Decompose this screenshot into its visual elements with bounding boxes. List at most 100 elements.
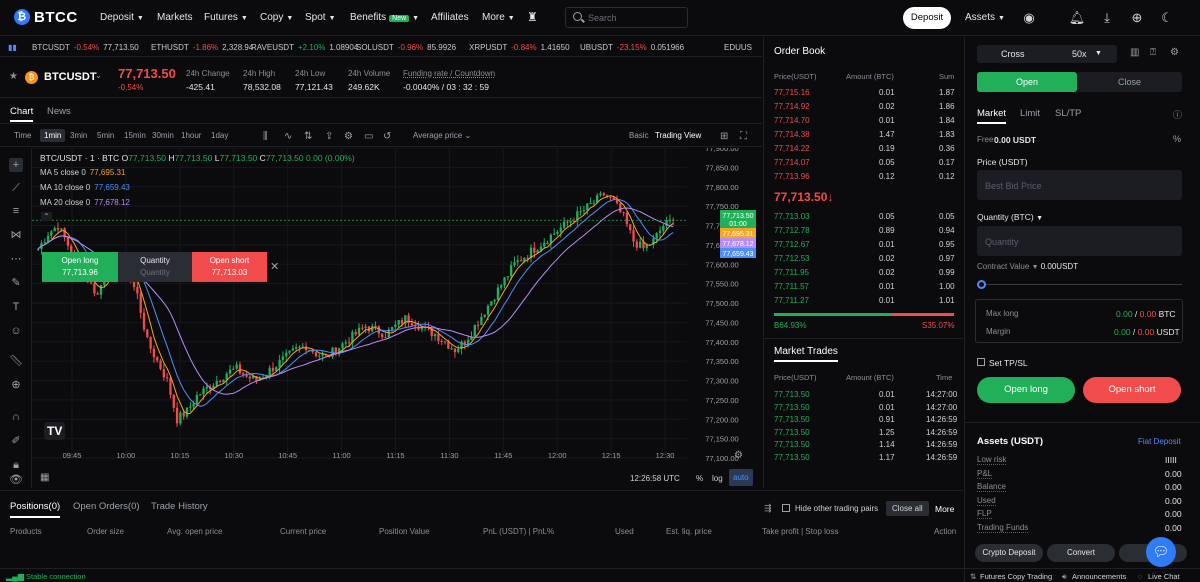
tab-chart[interactable]: Chart [10,106,34,122]
tab-open-orders[interactable]: Open Orders(0) [73,501,140,512]
calculator-icon[interactable]: ▥ [1130,47,1140,58]
search-input[interactable]: Search [565,7,688,28]
set-tpsl-checkbox[interactable] [977,358,985,366]
scale-auto[interactable]: auto [729,469,753,486]
ask-row[interactable]: 77,713.96 0.12 0.12 [774,172,955,181]
ask-row[interactable]: 77,714.07 0.05 0.17 [774,158,955,167]
nav-deposit[interactable]: Deposit ▼ [100,12,144,23]
nav-assets[interactable]: Assets ▼ [965,12,1005,23]
globe-icon[interactable]: ⊕ [1131,10,1143,25]
lock-drawing-icon[interactable]: ✐ [11,435,21,447]
open-long-button[interactable]: Open long [977,377,1075,403]
brush-icon[interactable]: ✎ [11,277,21,289]
margin-leverage-selector[interactable]: Cross 50x ▼ [977,45,1117,63]
settings-icon[interactable]: ⚙ [344,131,353,142]
ticker-item[interactable]: EDUUS [724,43,753,52]
zoom-icon[interactable]: ⊕ [11,379,21,391]
reset-icon[interactable]: ↺ [383,131,392,142]
calendar-icon[interactable]: ▦ [40,472,50,483]
ask-row[interactable]: 77,714.70 0.01 1.84 [774,116,955,125]
chevron-down-icon[interactable]: ⌄ [95,71,102,80]
btcc-logo[interactable]: ₿ BTCC [14,9,78,26]
share-icon[interactable]: ⇪ [325,131,334,142]
live-chat-link[interactable]: Live Chat [1148,572,1180,581]
view-trading-view[interactable]: Trading View [655,131,702,140]
eye-icon[interactable]: 👁︎ [9,474,23,486]
price-chart[interactable]: 77,900.00 77,850.00 77,800.00 77,750.00 77,7… [32,144,762,488]
screenshot-icon[interactable]: ▭ [364,131,374,142]
quantity-slider[interactable] [977,284,1182,285]
ask-row[interactable]: 77,714.92 0.02 1.86 [774,102,955,111]
bid-row[interactable]: 77,711.27 0.01 1.01 [774,296,955,305]
user-icon[interactable]: ◉ [1023,10,1035,25]
pitchfork-icon[interactable]: ⋈ [10,229,22,241]
ticker-item[interactable]: XRPUSDT -0.84% 1.41650 [469,43,570,52]
more-button[interactable]: More [935,504,955,514]
interval-30min[interactable]: 30min [152,131,174,140]
ask-row[interactable]: 77,714.22 0.19 0.36 [774,144,955,153]
quantity-input[interactable]: Quantity [977,226,1182,256]
order-type-sltp[interactable]: SL/TP [1055,108,1082,119]
quick-open-long[interactable]: Open long 77,713.96 [42,252,118,282]
magnet-icon[interactable]: ∩ [12,411,20,423]
star-icon[interactable]: ★ [9,71,18,82]
layout-icon[interactable]: ⊞ [720,131,729,142]
tab-trade-history[interactable]: Trade History [151,501,208,512]
nav-affiliates[interactable]: Affiliates [431,12,469,23]
info-icon[interactable]: ⓘ [1173,110,1183,120]
scale-percent[interactable]: % [696,474,704,483]
quick-open-short[interactable]: Open short 77,713.03 [192,252,267,282]
collapse-legend-icon[interactable]: ⌃ [41,212,52,221]
gift-icon[interactable]: ♜ [527,10,538,24]
slider-handle[interactable] [977,280,986,289]
hlines-icon[interactable]: ≡ [12,205,20,217]
interval-1min[interactable]: 1min [40,129,66,142]
ask-row[interactable]: 77,714.38 1.47 1.83 [774,130,955,139]
nav-copy[interactable]: Copy ▼ [260,12,294,23]
price-input[interactable]: Best Bid Price [977,170,1182,200]
fib-icon[interactable]: ⋯ [10,253,22,265]
interval-3min[interactable]: 3min [70,131,88,140]
hide-other-pairs-checkbox[interactable] [782,504,790,512]
indicator-icon[interactable]: ∿ [284,131,293,142]
help-icon[interactable]: ⍰ [1150,47,1156,58]
close-tab[interactable]: Close [1077,72,1182,92]
download-icon[interactable]: ⤓ [1104,10,1110,25]
ticker-item[interactable]: RAVEUSDT +2.10% 1.08904 [251,43,359,52]
ticker-item[interactable]: BTCUSDT -0.54% 77,713.50 [32,43,139,52]
nav-futures[interactable]: Futures ▼ [204,12,248,23]
bid-row[interactable]: 77,711.57 0.01 1.00 [774,282,955,291]
fiat-deposit-link[interactable]: Fiat Deposit [1138,437,1181,446]
nav-benefits[interactable]: Benefits New ▼ [350,12,420,23]
ticker-item[interactable]: ETHUSDT -1.86% 2,328.94 [151,43,254,52]
symbol-name[interactable]: BTCUSDT [44,71,97,83]
interval-15min[interactable]: 15min [124,131,146,140]
candlestick-chart[interactable]: 77,900.00 77,850.00 77,800.00 77,750.00 77,7… [32,144,762,488]
stat-label[interactable]: Funding rate / Countdown [403,69,496,78]
market-trades-title[interactable]: Market Trades [774,346,838,362]
announcements-link[interactable]: Announcements [1072,572,1127,581]
futures-copy-link[interactable]: Futures Copy Trading [980,572,1053,581]
crosshair-icon[interactable]: + [9,158,23,172]
text-icon[interactable]: T [12,301,20,313]
bid-row[interactable]: 77,712.53 0.02 0.97 [774,254,955,263]
close-all-button[interactable]: Close all [886,501,929,516]
nav-more[interactable]: More ▼ [482,12,515,23]
fullscreen-icon[interactable]: ⛶ [740,131,747,142]
chat-bubble-icon[interactable]: 💬︎ [1146,537,1176,567]
interval-1day[interactable]: 1day [211,131,229,140]
open-short-button[interactable]: Open short [1083,377,1181,403]
quick-quantity-input[interactable]: Quantity Quantity [118,252,192,282]
nav-spot[interactable]: Spot ▼ [305,12,336,23]
ruler-icon[interactable]: 📏︎ [9,355,23,367]
bid-row[interactable]: 77,712.78 0.89 0.94 [774,226,955,235]
interval-1hour[interactable]: 1hour [181,131,202,140]
interval-5min[interactable]: 5min [97,131,115,140]
percent-icon[interactable]: % [1173,134,1182,144]
bid-row[interactable]: 77,712.67 0.01 0.95 [774,240,955,249]
scale-log[interactable]: log [712,474,723,483]
quantity-label[interactable]: Quantity (BTC) ▼ [977,212,1043,222]
crypto-deposit-button[interactable]: Crypto Deposit [975,544,1043,562]
lock-icon[interactable]: 🔒︎ [13,459,19,471]
tab-positions[interactable]: Positions(0) [10,501,61,518]
